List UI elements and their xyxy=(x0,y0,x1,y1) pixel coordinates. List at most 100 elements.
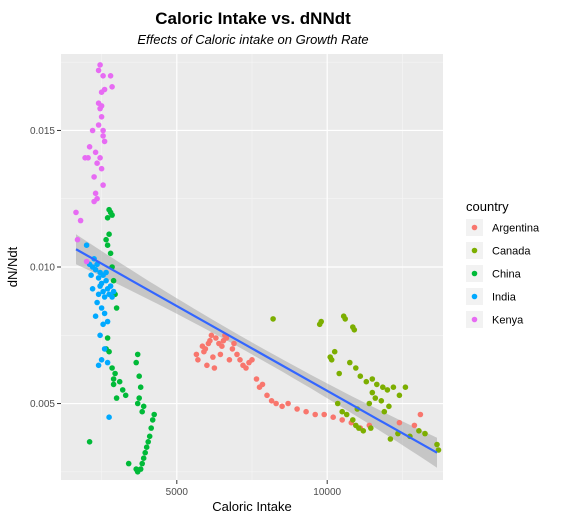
data-point xyxy=(321,411,328,418)
data-point xyxy=(86,439,93,445)
data-point xyxy=(219,343,225,350)
data-point xyxy=(113,305,120,311)
chart-title: Caloric Intake vs. dNNdt xyxy=(155,9,351,28)
data-point xyxy=(92,190,99,197)
data-point xyxy=(116,378,123,385)
data-point xyxy=(107,283,114,289)
data-point xyxy=(207,337,213,344)
data-point xyxy=(351,327,358,333)
data-point xyxy=(434,441,440,448)
data-point xyxy=(134,400,141,407)
data-point xyxy=(360,428,367,434)
data-point xyxy=(151,411,157,418)
data-point xyxy=(125,460,132,467)
data-point xyxy=(97,155,103,161)
data-point xyxy=(378,398,385,404)
data-point xyxy=(402,384,409,391)
data-point xyxy=(330,414,337,421)
data-point xyxy=(73,209,79,216)
legend-label: India xyxy=(492,292,517,304)
data-point xyxy=(110,376,117,382)
data-point xyxy=(98,357,105,363)
data-point xyxy=(107,250,114,257)
chart-subtitle: Effects of Caloric intake on Growth Rate xyxy=(137,32,368,47)
data-point xyxy=(97,332,103,339)
legend-title: country xyxy=(466,199,509,214)
data-point xyxy=(381,408,388,415)
data-point xyxy=(89,127,96,134)
grid-major xyxy=(61,54,443,480)
legend-label: China xyxy=(492,269,522,281)
legend-label: Canada xyxy=(492,246,531,258)
data-point xyxy=(417,411,424,418)
legend-swatch xyxy=(471,316,478,323)
data-point xyxy=(104,359,111,366)
legend-item-india: India xyxy=(466,288,517,305)
data-point xyxy=(97,62,103,68)
x-axis-title: Caloric Intake xyxy=(212,499,291,514)
data-point xyxy=(133,359,139,366)
data-point xyxy=(88,272,94,279)
data-point xyxy=(270,316,276,322)
legend-label: Argentina xyxy=(492,223,540,235)
data-point xyxy=(83,258,90,265)
data-point xyxy=(202,346,209,352)
data-point xyxy=(369,389,376,396)
data-point xyxy=(387,436,394,442)
data-point xyxy=(268,398,275,404)
data-point xyxy=(384,387,391,393)
data-point xyxy=(95,67,102,74)
data-point xyxy=(146,433,153,440)
data-point xyxy=(226,357,233,363)
data-point xyxy=(237,357,243,363)
data-point xyxy=(342,316,349,322)
data-point xyxy=(331,348,338,355)
data-point xyxy=(103,277,109,284)
series-argentina xyxy=(193,332,424,431)
data-points xyxy=(73,62,442,475)
legend-swatch xyxy=(471,293,478,300)
data-point xyxy=(145,439,151,445)
series-india xyxy=(83,242,117,421)
data-point xyxy=(119,387,126,393)
data-point xyxy=(112,370,118,377)
data-point xyxy=(253,376,260,382)
data-point xyxy=(139,460,145,467)
data-point xyxy=(259,381,266,388)
data-point xyxy=(204,362,210,369)
legend-swatch xyxy=(471,270,478,277)
data-point xyxy=(193,351,200,358)
data-point xyxy=(110,277,117,284)
trend-line-layer xyxy=(75,248,438,454)
data-point xyxy=(285,400,291,407)
data-point xyxy=(356,425,362,431)
data-point xyxy=(142,449,148,456)
data-point xyxy=(229,346,236,352)
data-point xyxy=(109,212,115,218)
legend-label: Kenya xyxy=(492,315,524,327)
data-point xyxy=(98,305,105,311)
data-point xyxy=(98,280,105,287)
data-point xyxy=(217,351,224,358)
data-point xyxy=(312,411,319,418)
data-point xyxy=(100,73,106,79)
y-tick-label: 0.010 xyxy=(30,263,55,274)
data-point xyxy=(101,86,108,93)
data-point xyxy=(390,384,397,391)
data-point xyxy=(86,144,93,150)
data-point xyxy=(137,466,144,472)
data-point xyxy=(104,215,111,221)
legend-item-argentina: Argentina xyxy=(466,219,540,236)
data-point xyxy=(357,373,364,380)
data-point xyxy=(91,174,97,180)
data-point xyxy=(103,236,109,243)
data-point xyxy=(273,400,279,407)
data-point xyxy=(435,447,442,453)
data-point xyxy=(140,455,147,462)
data-point xyxy=(113,395,120,401)
data-point xyxy=(334,400,341,407)
data-point xyxy=(369,376,376,382)
data-point xyxy=(343,411,350,418)
data-point xyxy=(106,414,112,421)
